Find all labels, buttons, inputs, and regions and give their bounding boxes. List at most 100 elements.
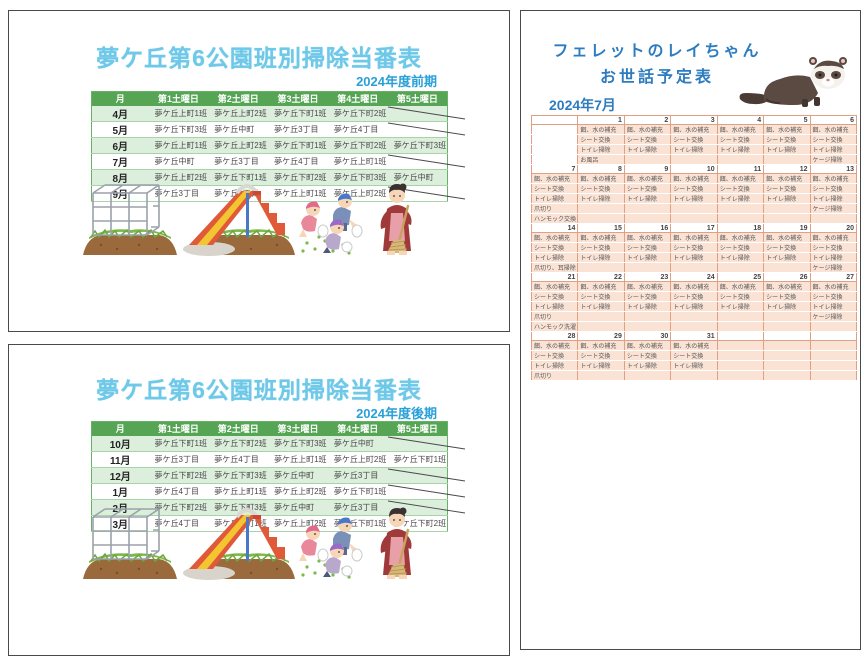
calendar-task-cell: トイレ掃除 <box>809 193 858 204</box>
diagonal-strike-line <box>387 484 465 497</box>
calendar-task-cell: 餌、水の補充 <box>577 340 625 351</box>
calendar-task-cell: シート交換 <box>670 242 718 253</box>
calendar-task-cell <box>716 340 765 351</box>
duty-cell: 夢ケ丘中町 <box>148 153 209 170</box>
calendar-task-cell <box>623 154 672 165</box>
calendar-task-cell: 餌、水の補充 <box>577 124 625 135</box>
calendar-task-row: シート交換 シート交換 シート交換 シート交換 シート交換 シート交換 シート交換 <box>530 291 858 302</box>
calendar-task-cell <box>716 262 765 273</box>
calendar-date-cell: 31 <box>670 331 718 341</box>
calendar-task-cell: トイレ掃除 <box>716 252 765 263</box>
calendar-task-row: ハンモック交換 <box>530 213 858 224</box>
calendar-task-cell: シート交換 <box>623 134 672 145</box>
calendar-task-cell: トイレ掃除 <box>577 360 625 371</box>
calendar-task-cell <box>809 321 858 332</box>
duty-cell: 夢ケ丘4丁目 <box>327 121 388 138</box>
roster-header-cell: 第5土曜日 <box>387 91 448 106</box>
calendar-task-cell <box>577 262 625 273</box>
calendar-date-cell: 19 <box>763 223 811 233</box>
page-roster-second-half: 夢ケ丘第6公園班別掃除当番表 2024年度後期 月第1土曜日 第2土曜日 第3土曜日… <box>8 344 510 656</box>
term-label: 2024年度前期 <box>356 74 437 89</box>
calendar-date-cell: 6 <box>809 115 858 125</box>
calendar-task-cell: シート交換 <box>763 183 811 194</box>
duty-cell <box>387 435 465 452</box>
calendar-task-row: 餌、水の補充 餌、水の補充 餌、水の補充 餌、水の補充 餌、水の補充 餌、水の補充 餌、水の… <box>530 281 858 292</box>
calendar-task-cell <box>577 213 625 224</box>
calendar-task-cell: トイレ掃除 <box>763 193 811 204</box>
calendar-task-cell: ハンモック交換 <box>530 213 579 224</box>
roster-row: 8月 夢ケ丘上町2班 夢ケ丘下町1班 夢ケ丘下町2班 夢ケ丘下町3班 夢ケ丘中町 <box>91 169 448 186</box>
calendar-task-row: トイレ掃除 トイレ掃除 トイレ掃除 トイレ掃除 トイレ掃除 トイレ掃除 トイレ掃除 <box>530 193 858 204</box>
calendar-task-cell: シート交換 <box>670 291 718 302</box>
calendar-task-cell <box>763 311 811 322</box>
calendar-task-cell: シート交換 <box>530 291 579 302</box>
calendar-task-cell: 爪切り <box>530 203 579 214</box>
schedule-title-line1: フェレットのレイちゃん <box>552 43 762 60</box>
calendar-date-cell: 5 <box>763 115 811 125</box>
calendar-task-cell <box>577 370 625 381</box>
duty-cell: 夢ケ丘中町 <box>327 435 388 452</box>
duty-cell: 夢ケ丘中町 <box>268 467 328 484</box>
calendar-task-cell <box>716 154 765 165</box>
calendar-date-cell: 21 <box>530 272 579 282</box>
calendar-task-cell <box>623 203 672 214</box>
roster-header-cell: 第4土曜日 <box>327 421 388 436</box>
ferret-illustration <box>736 49 852 115</box>
calendar-task-cell <box>670 213 718 224</box>
calendar-task-cell: トイレ掃除 <box>670 144 718 155</box>
roster-header-row: 月第1土曜日 第2土曜日 第3土曜日 第4土曜日 第5土曜日 <box>91 91 448 106</box>
calendar-task-cell: トイレ掃除 <box>809 301 858 312</box>
duty-cell: 夢ケ丘下町2班 <box>327 105 388 122</box>
calendar-task-cell: トイレ掃除 <box>530 252 579 263</box>
roster-row: 7月 夢ケ丘中町 夢ケ丘3丁目 夢ケ丘4丁目 夢ケ丘上町1班 <box>91 153 465 170</box>
calendar-date-cell: 8 <box>577 164 625 174</box>
schedule-title-line2: お世話予定表 <box>599 69 714 86</box>
calendar-date-cell: 12 <box>763 164 811 174</box>
calendar-task-cell: 餌、水の補充 <box>577 173 625 184</box>
calendar-task-cell: シート交換 <box>623 242 672 253</box>
month-cell: 10月 <box>91 435 149 452</box>
calendar-task-row: シート交換 シート交換 シート交換 シート交換 シート交換 シート交換 シート交換 <box>530 242 858 253</box>
calendar-task-cell <box>716 350 765 361</box>
duty-cell: 夢ケ丘上町1班 <box>148 105 209 122</box>
roster-row: 12月 夢ケ丘下町2班 夢ケ丘下町3班 夢ケ丘中町 夢ケ丘3丁目 <box>91 467 465 484</box>
roster-header-cell: 月 <box>91 421 149 436</box>
calendar-task-cell: シート交換 <box>670 350 718 361</box>
calendar-task-cell: シート交換 <box>809 291 858 302</box>
calendar-task-cell: シート交換 <box>530 183 579 194</box>
calendar-task-cell: シート交換 <box>809 183 858 194</box>
calendar-task-row: シート交換 シート交換 シート交換 シート交換 シート交換 シート交換 <box>530 134 858 145</box>
duty-cell: 夢ケ丘下町3班 <box>148 121 209 138</box>
calendar-task-cell <box>763 370 811 381</box>
duty-cell: 夢ケ丘下町2班 <box>208 435 269 452</box>
calendar-task-cell: シート交換 <box>670 183 718 194</box>
duty-cell: 夢ケ丘下町1班 <box>268 105 328 122</box>
calendar-task-row: シート交換 シート交換 シート交換 シート交換 シート交換 シート交換 シート交換 <box>530 183 858 194</box>
duty-cell: 夢ケ丘3丁目 <box>148 451 209 468</box>
duty-cell: 夢ケ丘上町2班 <box>208 137 269 154</box>
diagonal-strike-line <box>387 122 465 135</box>
calendar-task-cell: ハンモック洗濯 <box>530 321 579 332</box>
calendar-task-cell <box>530 144 579 155</box>
calendar-task-cell: トイレ掃除 <box>809 144 858 155</box>
calendar-date-cell <box>809 331 858 341</box>
calendar-task-cell: トイレ掃除 <box>670 301 718 312</box>
calendar-task-cell: 餌、水の補充 <box>670 281 718 292</box>
month-cell: 11月 <box>91 451 149 468</box>
calendar-date-row: 28 29 30 31 <box>530 331 858 341</box>
roster-header-cell: 第3土曜日 <box>268 91 328 106</box>
calendar-date-cell: 11 <box>716 164 765 174</box>
calendar-task-cell <box>530 124 579 135</box>
calendar-task-cell: 餌、水の補充 <box>763 281 811 292</box>
calendar-task-cell <box>809 370 858 381</box>
calendar-task-cell: 餌、水の補充 <box>763 173 811 184</box>
calendar-task-cell: トイレ掃除 <box>716 193 765 204</box>
month-cell: 4月 <box>91 105 149 122</box>
calendar-task-row: トイレ掃除 トイレ掃除 トイレ掃除 トイレ掃除 トイレ掃除 トイレ掃除 トイレ掃除 <box>530 301 858 312</box>
duty-cell: 夢ケ丘上町1班 <box>268 185 328 202</box>
calendar-task-cell: 餌、水の補充 <box>577 232 625 243</box>
calendar-task-row: トイレ掃除 トイレ掃除 トイレ掃除 トイレ掃除 トイレ掃除 トイレ掃除 トイレ掃除 <box>530 252 858 263</box>
calendar-task-cell: 餌、水の補充 <box>763 124 811 135</box>
calendar-task-cell: トイレ掃除 <box>577 144 625 155</box>
